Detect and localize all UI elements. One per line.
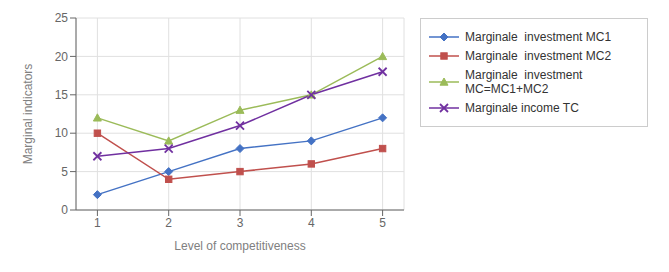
svg-text:5: 5 [379, 216, 386, 230]
svg-text:Marginal indicators: Marginal indicators [21, 64, 35, 165]
svg-text:15: 15 [55, 88, 69, 102]
html-text:Marginale investment MC1: Marginale investment MC1 [465, 30, 612, 44]
html-text:Marginale investment MC=MC1+MC: Marginale investment MC=MC1+MC2 [465, 68, 583, 96]
svg-text:Level of competitiveness: Level of competitiveness [174, 239, 305, 253]
svg-text:4: 4 [308, 216, 315, 230]
svg-text:3: 3 [237, 216, 244, 230]
svg-text:25: 25 [55, 11, 69, 25]
svg-text:0: 0 [61, 203, 68, 217]
html-text:Marginale investment MC2: Marginale investment MC2 [465, 49, 612, 63]
svg-text:5: 5 [61, 165, 68, 179]
svg-text:2: 2 [165, 216, 172, 230]
svg-text:20: 20 [55, 50, 69, 64]
html-text:Marginale income TC: Marginale income TC [465, 101, 579, 115]
svg-text:1: 1 [94, 216, 101, 230]
svg-text:10: 10 [55, 126, 69, 140]
